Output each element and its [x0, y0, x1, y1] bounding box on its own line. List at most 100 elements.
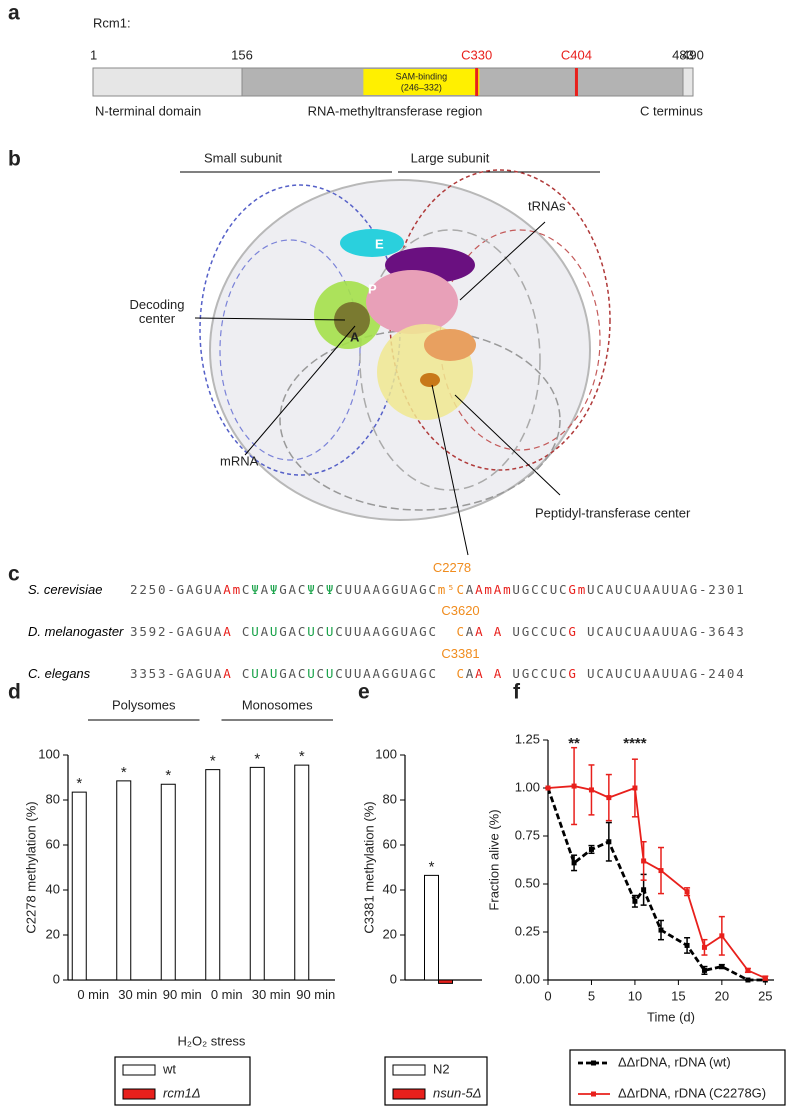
legend-marker [591, 1091, 596, 1097]
y-tick-label: 0.25 [515, 923, 540, 938]
sequence-segment: U [325, 666, 336, 681]
point [719, 964, 725, 970]
sequence-segment: G [568, 666, 588, 681]
region-label: C terminus [640, 103, 703, 118]
sequence-segment: 3592-GAGUA [130, 624, 224, 639]
species-name: S. cerevisiae [28, 582, 103, 597]
sequence-segment: A [260, 582, 270, 597]
subunit-label: Small subunit [204, 150, 282, 165]
series-line [547, 785, 766, 979]
y-tick-label: 0.50 [515, 875, 540, 890]
group-label: Polysomes [112, 697, 176, 712]
sequence-segment: C [316, 666, 326, 681]
sequence-segment: A [465, 582, 476, 597]
sequence-segment: CUUAAGGUAGC [335, 624, 457, 639]
x-tick-label: 30 min [251, 987, 291, 1002]
legend-label: ΔΔrDNA, rDNA (wt) [618, 1054, 731, 1069]
sequence-segment: C [316, 624, 326, 639]
point [588, 787, 594, 793]
legend-label: rcm1Δ [163, 1085, 201, 1100]
y-tick-label: 20 [383, 926, 397, 941]
x-axis-label: H₂O₂ stress [178, 1033, 246, 1048]
y-tick-label: 20 [46, 926, 60, 941]
x-tick-label: 0 min [210, 987, 243, 1002]
x-tick-label: 20 [715, 988, 729, 1003]
y-tick-label: 80 [383, 791, 397, 806]
panel-letter: a [8, 2, 20, 25]
x-tick-label: 90 min [162, 987, 202, 1002]
x-tick-label: 15 [671, 988, 685, 1003]
site-label: C2278 [432, 560, 472, 575]
sequence-segment: Gm [568, 582, 588, 597]
y-tick-label: 40 [383, 881, 397, 896]
y-tick-label: 0 [390, 971, 397, 986]
sequence-segment: Ψ [269, 582, 280, 597]
legend-marker [591, 1060, 596, 1066]
point [588, 846, 594, 852]
point [545, 785, 551, 791]
sequence-segment: U [251, 624, 261, 639]
sequence-segment: C [241, 582, 252, 597]
point [745, 977, 751, 983]
panel-letter: f [513, 681, 521, 704]
point [658, 868, 664, 874]
sequence-segment: G [568, 624, 588, 639]
y-tick-label: 0.75 [515, 827, 540, 842]
bar [438, 979, 453, 984]
point [641, 887, 647, 893]
species-name: D. melanogaster [28, 624, 124, 639]
position-label: 1 [90, 47, 97, 62]
sequence-segment: GAC [279, 666, 308, 681]
sequence-segment: UCAUCUAAUUAG-3643 [587, 624, 746, 639]
point [762, 975, 768, 981]
site-label: C3620 [441, 603, 480, 618]
site-label: C404 [561, 47, 592, 62]
bar [294, 764, 310, 981]
leader-line [244, 325, 356, 456]
ribosome [199, 169, 611, 521]
sequence-segment: A [260, 666, 270, 681]
y-axis-label: Fraction alive (%) [486, 809, 501, 910]
x-tick-label: 0 min [77, 987, 110, 1002]
trna-site: E [375, 236, 384, 251]
sequence-segment: C [241, 624, 252, 639]
series-line [546, 787, 766, 982]
significance: * [76, 775, 82, 792]
sequence-segment: U [307, 666, 317, 681]
position-label: 483 [672, 47, 694, 62]
sequence-segment: A [260, 624, 270, 639]
legend-swatch [122, 1088, 156, 1100]
sequence-segment: C [241, 666, 252, 681]
sequence: 2250-GAGUAAmCΨAΨGACΨCΨCUUAAGGUAGCm⁵CAAmA… [130, 582, 746, 597]
bar [249, 766, 265, 981]
sequence-segment: Ψ [251, 582, 261, 597]
point [701, 944, 707, 950]
y-tick-label: 100 [38, 746, 60, 761]
sequence-segment: CUUAAGGUAGC [335, 666, 457, 681]
point [684, 942, 690, 948]
sequence-segment: Am [223, 582, 242, 597]
x-axis-label: Time (d) [647, 1009, 695, 1024]
position-label: 490 [682, 47, 704, 62]
sequence: 3592-GAGUAA CUAUGACUCUCUUAAGGUAGC CAA A … [130, 624, 746, 639]
sequence-segment: A [223, 666, 242, 681]
point [745, 967, 751, 973]
leader-line [194, 317, 346, 321]
sequence-segment: UCAUCUAAUUAG-2301 [587, 582, 746, 597]
y-tick-label: 1.25 [515, 731, 540, 746]
group-label: Monosomes [242, 697, 313, 712]
sequence-segment: A [465, 624, 476, 639]
y-axis-label: C2278 methylation (%) [23, 801, 38, 933]
bar [205, 769, 221, 981]
sequence-segment: GAC [279, 624, 308, 639]
x-tick-label: 0 [544, 988, 551, 1003]
sequence-segment: m⁵C [437, 582, 466, 597]
y-tick-label: 60 [383, 836, 397, 851]
protein-segment [682, 67, 694, 97]
species-name: C. elegans [28, 666, 91, 681]
sequence-segment: U [307, 624, 317, 639]
x-tick-label: 5 [588, 988, 595, 1003]
y-axis-label: C3381 methylation (%) [361, 801, 376, 933]
bar [71, 791, 87, 981]
leader-line [454, 394, 561, 496]
